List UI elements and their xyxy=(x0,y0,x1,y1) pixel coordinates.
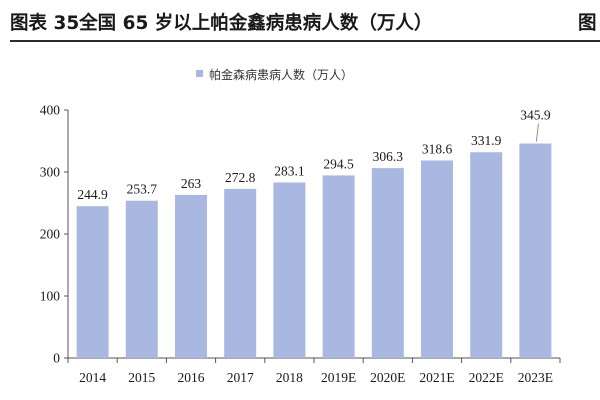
data-labels: 244.9 253.7 263 272.8 283.1 294.5 306.3 318.6 33… xyxy=(77,108,550,203)
y-tick-label: 200 xyxy=(40,227,61,242)
data-label: 345.9 xyxy=(520,108,551,123)
data-label: 294.5 xyxy=(323,156,354,171)
data-label: 306.3 xyxy=(373,149,404,164)
title-rule xyxy=(10,40,600,42)
bar xyxy=(470,152,503,358)
y-tick-label: 100 xyxy=(40,289,61,304)
x-tick-label: 2022E xyxy=(469,370,504,385)
data-label: 272.8 xyxy=(225,170,256,185)
x-tick-label: 2023E xyxy=(518,370,553,385)
bar xyxy=(421,160,453,358)
legend-label: 帕金森病患病人数（万人） xyxy=(209,67,353,82)
x-tick-label: 2018 xyxy=(276,370,303,385)
y-tick-label: 300 xyxy=(40,165,61,180)
y-tick-label: 0 xyxy=(53,351,60,366)
y-tick-label: 400 xyxy=(40,103,61,118)
x-tick-label: 2021E xyxy=(419,370,454,385)
bar-series xyxy=(76,143,552,358)
x-axis-ticks: 2014 2015 2016 2017 2018 2019E 2020E 2021E 2022E… xyxy=(79,370,553,385)
data-label: 331.9 xyxy=(471,133,502,148)
x-tick-label: 2015 xyxy=(128,370,155,385)
y-axis-ticks: 0 100 200 300 400 xyxy=(40,103,68,366)
data-label: 244.9 xyxy=(77,187,108,202)
figure-title: 图表 35全国 65 岁以上帕金鑫病患病人数（万人） xyxy=(10,13,433,34)
x-tick-label: 2019E xyxy=(321,370,356,385)
label-leader-line xyxy=(536,123,539,142)
data-label: 253.7 xyxy=(127,182,158,197)
x-tick-label: 2017 xyxy=(227,370,254,385)
bar xyxy=(175,194,207,358)
chart-legend: 帕金森病患病人数（万人） xyxy=(196,67,353,82)
bar xyxy=(519,143,552,358)
data-label: 283.1 xyxy=(274,163,304,178)
x-tick-label: 2020E xyxy=(370,370,405,385)
bar xyxy=(322,175,355,358)
figure-header: 图表 35全国 65 岁以上帕金鑫病患病人数（万人） 图 xyxy=(0,0,600,42)
data-label: 318.6 xyxy=(422,141,453,156)
x-tick-label: 2014 xyxy=(79,370,106,385)
bar xyxy=(125,200,158,358)
next-figure-title-fragment: 图 xyxy=(578,13,597,34)
bar xyxy=(76,206,109,358)
bar xyxy=(371,168,404,358)
data-label: 263 xyxy=(181,176,202,191)
legend-swatch xyxy=(196,70,203,77)
x-tick-label: 2016 xyxy=(178,370,205,385)
bar xyxy=(224,188,257,358)
bar xyxy=(273,182,306,358)
